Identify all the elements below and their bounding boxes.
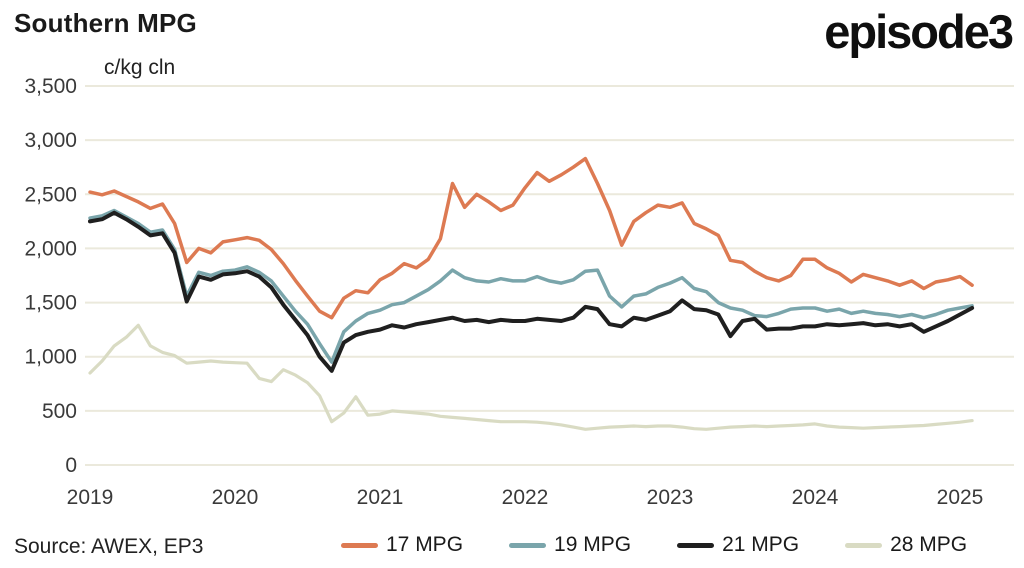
- svg-text:2019: 2019: [67, 486, 114, 509]
- legend-item-28mpg: 28 MPG: [845, 533, 967, 557]
- svg-text:2021: 2021: [357, 486, 404, 509]
- chart-legend: 17 MPG 19 MPG 21 MPG 28 MPG: [341, 533, 967, 557]
- legend-label-21mpg: 21 MPG: [722, 533, 800, 556]
- chart-title: Southern MPG: [14, 8, 197, 38]
- legend-item-17mpg: 17 MPG: [341, 533, 463, 557]
- legend-swatch-19mpg: [509, 542, 547, 548]
- legend-swatch-17mpg: [341, 542, 378, 548]
- svg-text:2025: 2025: [937, 486, 984, 509]
- legend-item-21mpg: 21 MPG: [677, 533, 799, 557]
- legend-swatch-21mpg: [677, 542, 715, 548]
- svg-text:2022: 2022: [502, 486, 549, 509]
- svg-text:2023: 2023: [647, 486, 694, 509]
- svg-text:500: 500: [42, 400, 77, 423]
- svg-text:1,500: 1,500: [24, 292, 77, 315]
- legend-item-19mpg: 19 MPG: [509, 533, 631, 557]
- svg-text:2,500: 2,500: [24, 183, 77, 206]
- y-axis-unit-label: c/kg cln: [104, 56, 176, 79]
- svg-text:2024: 2024: [792, 486, 839, 509]
- legend-swatch-28mpg: [845, 542, 883, 548]
- svg-text:0: 0: [65, 454, 77, 477]
- svg-text:2020: 2020: [212, 486, 259, 509]
- legend-label-17mpg: 17 MPG: [386, 533, 464, 556]
- episode3-logo: episode3: [824, 5, 1014, 58]
- svg-text:2,000: 2,000: [24, 237, 77, 260]
- legend-label-19mpg: 19 MPG: [554, 533, 632, 556]
- svg-text:3,500: 3,500: [24, 75, 77, 98]
- svg-text:3,000: 3,000: [24, 129, 77, 152]
- source-attribution: Source: AWEX, EP3: [14, 535, 204, 558]
- svg-text:1,000: 1,000: [24, 346, 77, 369]
- legend-label-28mpg: 28 MPG: [890, 533, 968, 556]
